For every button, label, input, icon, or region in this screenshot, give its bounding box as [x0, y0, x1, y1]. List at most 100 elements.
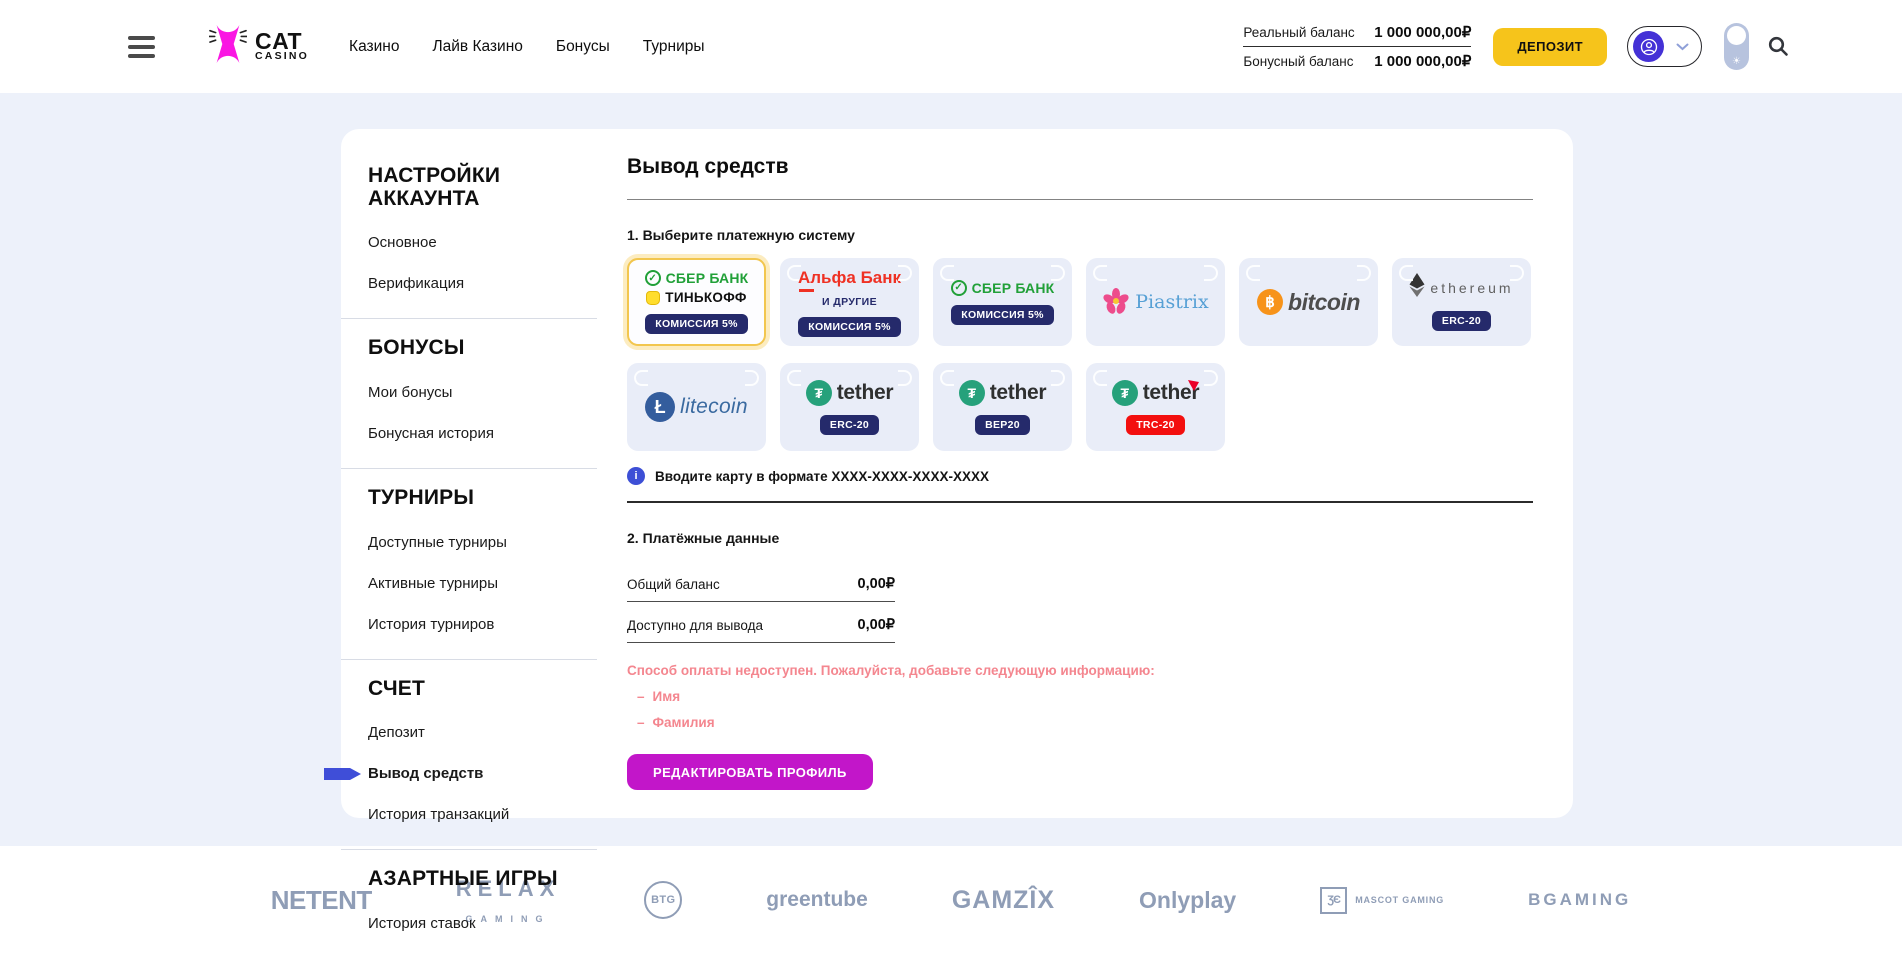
payment-method-sberbank[interactable]: СБЕР БАНК КОМИССИЯ 5%: [933, 258, 1072, 346]
payment-method-tether-bep20[interactable]: tether BEP20: [933, 363, 1072, 451]
network-badge: BEP20: [975, 414, 1030, 435]
gamzix-logo: GAMZÎX: [951, 885, 1056, 914]
nav-tournaments[interactable]: Турниры: [642, 37, 705, 55]
nav-live-casino[interactable]: Лайв Казино: [432, 37, 523, 55]
real-balance-label: Реальный баланс: [1243, 25, 1355, 40]
sidebar-item-main[interactable]: Основное: [368, 234, 437, 252]
sidebar-item-available-tournaments[interactable]: Доступные турниры: [368, 533, 507, 551]
piastrix-label: Piastrix: [1135, 291, 1209, 313]
alfabank-others-label: И ДРУГИЕ: [821, 295, 878, 308]
total-balance-row: Общий баланс 0,00₽: [627, 561, 895, 602]
card-format-text: Вводите карту в формате XXXX-XXXX-XXXX-X…: [655, 468, 989, 484]
sidebar-item-my-bonuses[interactable]: Мои бонусы: [368, 384, 453, 402]
sidebar-item-verification[interactable]: Верификация: [368, 275, 465, 293]
sidebar-section-gambling: АЗАРТНЫЕ ИГРЫ: [368, 867, 558, 891]
dash-icon: [637, 689, 645, 704]
sidebar-item-bonus-history[interactable]: Бонусная история: [368, 425, 494, 443]
logo[interactable]: CAT CASINO: [208, 23, 310, 70]
onlyplay-logo: Onlyplay: [1139, 886, 1237, 913]
bitcoin-icon: [1257, 289, 1284, 315]
sidebar-section-settings: НАСТРОЙКИ АККАУНТА: [368, 164, 501, 210]
sberbank-check-icon: [950, 279, 967, 296]
payment-method-alfabank[interactable]: Альфа Банк И ДРУГИЕ КОМИССИЯ 5%: [780, 258, 919, 346]
tether-icon: [958, 379, 985, 406]
payment-method-sber-tinkoff[interactable]: СБЕР БАНК ТИНЬКОФФ КОМИССИЯ 5%: [627, 258, 766, 346]
relax-gaming-logo: RELAX GAMING: [456, 876, 561, 924]
logo-subtitle: CASINO: [255, 50, 310, 63]
alfabank-label: Альфа Банк: [797, 267, 902, 292]
payment-method-litecoin[interactable]: litecoin: [627, 363, 766, 451]
page-background: НАСТРОЙКИ АККАУНТА Основное Верификация …: [0, 93, 1902, 932]
tether-icon: [1111, 379, 1138, 406]
tinkoff-shield-icon: [646, 290, 661, 305]
header: CAT CASINO Казино Лайв Казино Бонусы Тур…: [0, 0, 1902, 93]
missing-field-name: Имя: [652, 689, 681, 704]
providers-footer: NETENT RELAX GAMING BTG greentube GAMZÎX…: [0, 846, 1902, 954]
deposit-button[interactable]: ДЕПОЗИТ: [1493, 27, 1607, 66]
page-title: Вывод средств: [627, 155, 789, 178]
real-balance-value: 1 000 000,00₽: [1374, 24, 1472, 41]
payment-method-bitcoin[interactable]: bitcoin: [1239, 258, 1378, 346]
toggle-knob: [1727, 26, 1746, 45]
greentube-logo: greentube: [766, 888, 868, 911]
commission-badge: КОМИССИЯ 5%: [645, 314, 748, 334]
litecoin-icon: [645, 392, 676, 422]
sidebar-item-withdrawal-label: Вывод средств: [368, 765, 484, 783]
payment-method-piastrix[interactable]: Piastrix: [1086, 258, 1225, 346]
logo-title: CAT: [255, 27, 303, 54]
sidebar-item-withdrawal[interactable]: Вывод средств: [324, 765, 627, 783]
sidebar-section-account: СЧЕТ: [368, 676, 426, 700]
withdrawal-content: Вывод средств 1. Выберите платежную сист…: [627, 129, 1585, 818]
mascot-emblem-icon: [1320, 886, 1348, 914]
payment-method-ethereum[interactable]: ethereum ERC-20: [1392, 258, 1531, 346]
tron-icon: [1188, 380, 1199, 391]
step2-label: 2. Платёжные данные: [627, 530, 780, 546]
payment-unavailable-message: Способ оплаты недоступен. Пожалуйста, до…: [627, 663, 1155, 678]
search-icon[interactable]: [1767, 35, 1790, 58]
tether-label: tether: [1142, 380, 1200, 404]
available-balance-value: 0,00₽: [857, 617, 895, 633]
sidebar-item-transaction-history[interactable]: История транзакций: [368, 806, 510, 824]
sidebar-item-active-tournaments[interactable]: Активные турниры: [368, 574, 499, 592]
nav-bonuses[interactable]: Бонусы: [555, 37, 610, 55]
commission-badge: КОМИССИЯ 5%: [798, 316, 901, 337]
mascot-logo-text: MASCOT GAMING: [1355, 895, 1445, 905]
ethereum-icon: [1409, 273, 1425, 302]
dash-icon: [637, 715, 645, 730]
payment-methods-grid: СБЕР БАНК ТИНЬКОФФ КОМИССИЯ 5% Альфа Бан…: [627, 258, 1533, 451]
payment-method-tether-trc20[interactable]: tether TRC-20: [1086, 363, 1225, 451]
sidebar-item-deposit[interactable]: Депозит: [368, 724, 425, 742]
info-icon: [627, 467, 645, 485]
bitcoin-label: bitcoin: [1288, 288, 1360, 315]
sidebar-item-bet-history[interactable]: История ставок: [368, 915, 476, 933]
menu-button[interactable]: [128, 35, 155, 58]
withdrawal-panel: НАСТРОЙКИ АККАУНТА Основное Верификация …: [324, 129, 1573, 932]
payment-method-tether-erc20[interactable]: tether ERC-20: [780, 363, 919, 451]
edit-profile-button[interactable]: РЕДАКТИРОВАТЬ ПРОФИЛЬ: [627, 754, 873, 790]
nav-casino[interactable]: Казино: [349, 37, 400, 55]
chevron-down-icon: [1676, 38, 1689, 56]
sberbank-label: СБЕР БАНК: [971, 279, 1055, 296]
total-balance-value: 0,00₽: [857, 576, 895, 592]
step1-label: 1. Выберите платежную систему: [627, 227, 855, 243]
theme-toggle[interactable]: ☀: [1724, 23, 1749, 70]
account-menu[interactable]: [1627, 26, 1702, 67]
sidebar-section-tournaments: ТУРНИРЫ: [368, 486, 475, 510]
network-badge: TRC-20: [1126, 414, 1185, 435]
missing-field-surname: Фамилия: [652, 715, 715, 730]
active-item-arrow-icon: [324, 766, 361, 782]
network-badge: ERC-20: [819, 414, 880, 435]
divider: [341, 468, 597, 470]
relax-logo-subtext: GAMING: [465, 914, 551, 924]
account-sidebar: НАСТРОЙКИ АККАУНТА Основное Верификация …: [324, 129, 627, 932]
balance-block: Реальный баланс 1 000 000,00₽ Бонусный б…: [1243, 23, 1472, 70]
piastrix-flower-icon: [1102, 288, 1130, 316]
litecoin-label: litecoin: [680, 395, 748, 418]
tether-icon: [805, 379, 832, 406]
sberbank-label: СБЕР БАНК: [665, 270, 749, 286]
sidebar-item-tournament-history[interactable]: История турниров: [368, 615, 495, 633]
mascot-gaming-logo: MASCOT GAMING: [1320, 886, 1445, 914]
commission-badge: КОМИССИЯ 5%: [951, 304, 1054, 325]
divider: [341, 318, 597, 320]
missing-field-item: Имя: [637, 689, 1533, 704]
